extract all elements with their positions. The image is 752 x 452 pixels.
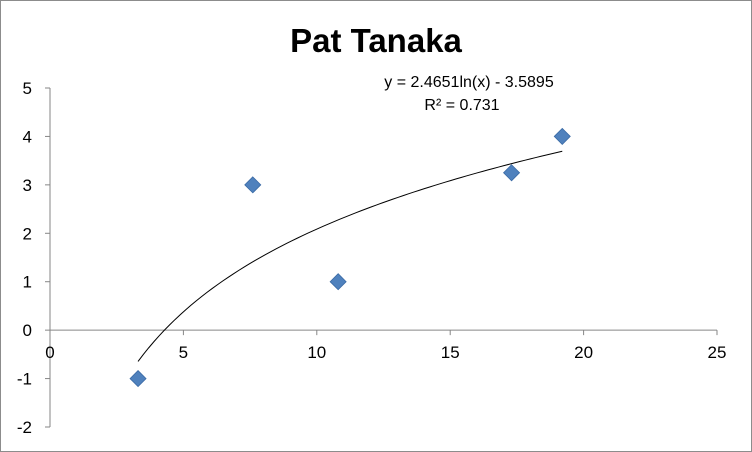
chart-title: Pat Tanaka: [290, 22, 462, 59]
y-tick-label: 2: [23, 224, 32, 243]
data-point-marker: [502, 164, 521, 182]
y-tick-label: -1: [17, 370, 32, 389]
x-tick-label: 25: [708, 343, 727, 362]
trendline: [137, 150, 563, 362]
data-points: [129, 127, 571, 388]
x-tick-label: 5: [179, 343, 188, 362]
x-tick-label: 15: [441, 343, 460, 362]
y-tick-label: 0: [23, 321, 32, 340]
trendline-r2: R² = 0.731: [424, 97, 499, 114]
y-tick-label: 4: [23, 127, 32, 146]
x-tick-label: 0: [45, 343, 54, 362]
y-tick-label: 3: [23, 176, 32, 195]
x-tick-label: 20: [574, 343, 593, 362]
y-tick-label: 1: [23, 273, 32, 292]
data-point-marker: [553, 127, 571, 145]
y-tick-label: 5: [23, 79, 32, 98]
y-axis-ticks: 5 4 3 2 1 0 -1 -2: [17, 79, 50, 437]
y-tick-label: -2: [17, 418, 32, 437]
trendline-equation: y = 2.4651ln(x) - 3.5895: [384, 74, 554, 91]
data-point-marker: [329, 273, 347, 291]
data-point-marker: [129, 370, 147, 388]
x-tick-label: 10: [307, 343, 326, 362]
x-axis-ticks: 0 5 10 15 20 25: [45, 330, 726, 362]
data-point-marker: [244, 176, 262, 194]
